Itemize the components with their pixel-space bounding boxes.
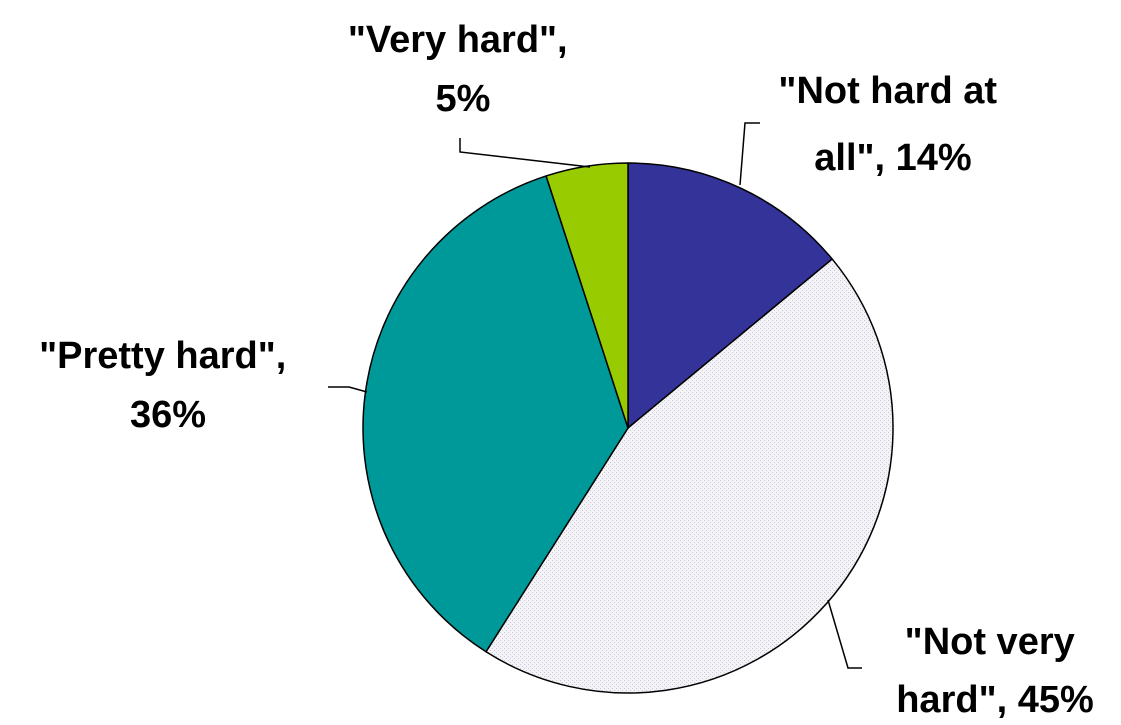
data-label-line: "Very hard", [348,19,568,61]
slice-pretty-hard [362,175,629,653]
slice-not-hard-at-all [627,162,833,429]
leader-line-not-hard-at-all [739,122,760,186]
data-label-very-hard: "Very hard", 5% [348,19,578,120]
data-label-line: all", 14% [814,137,971,179]
pie-slices [362,162,894,694]
leader-line-not-very-hard [827,599,862,669]
data-label-not-hard-at-all: "Not hard at all", 14% [778,70,1007,179]
leader-line-very-hard [459,138,591,168]
data-label-line: 36% [130,394,206,436]
data-label-line: hard", 45% [896,679,1094,721]
data-label-line: "Pretty hard", [39,335,286,377]
data-label-line: "Not hard at [778,70,997,112]
data-label-line: 5% [436,78,491,120]
data-label-pretty-hard: "Pretty hard", 36% [39,335,297,436]
data-label-line: "Not very [905,621,1075,663]
leader-line-pretty-hard [328,386,368,393]
data-label-not-very-hard: "Not very hard", 45% [896,621,1094,721]
slice-not-very-hard [485,258,894,694]
